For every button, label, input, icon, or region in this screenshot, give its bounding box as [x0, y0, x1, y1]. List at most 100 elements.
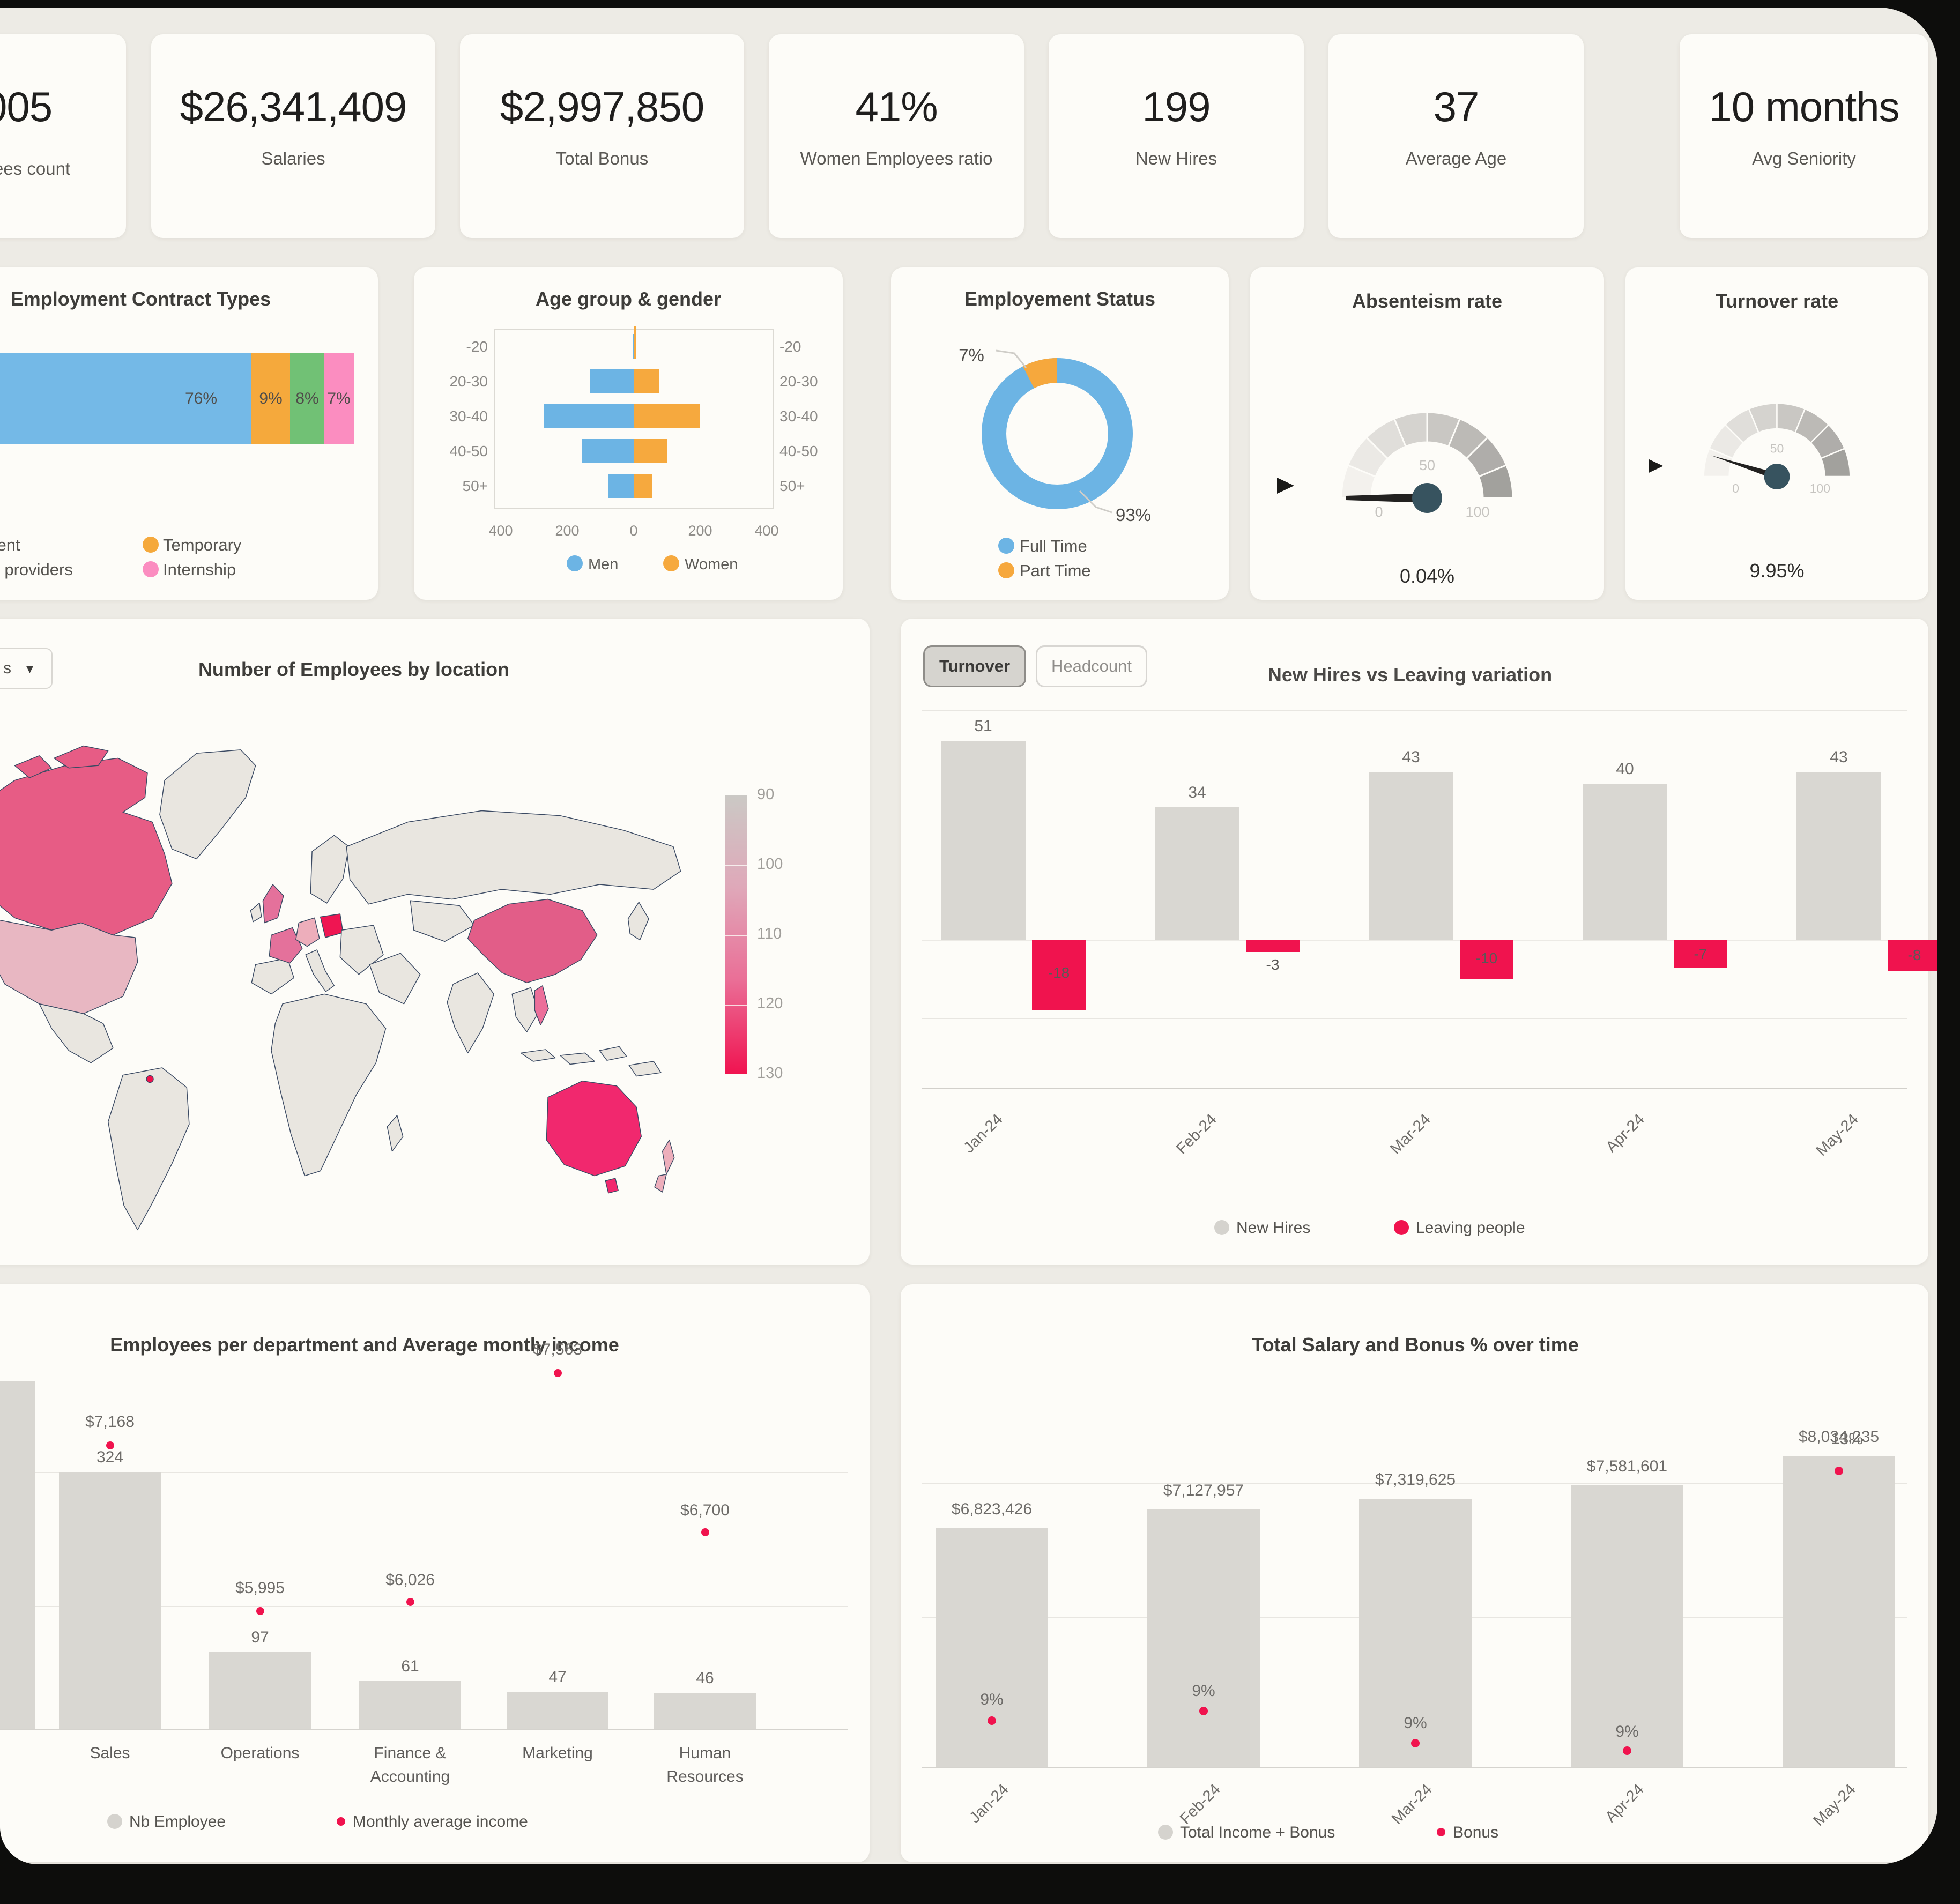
country-guiana-dot	[146, 1075, 154, 1083]
x-label: Feb-24	[1177, 1781, 1224, 1828]
legend-swatch-new-hires	[1214, 1220, 1229, 1235]
country-middle-east	[369, 953, 421, 1005]
income-point	[554, 1369, 562, 1377]
bonus-point	[988, 1716, 996, 1725]
segment-permanent	[0, 353, 251, 444]
legend-item-new-hires[interactable]: New Hires	[1236, 1219, 1311, 1237]
bar-leaving	[1246, 940, 1300, 952]
bar-employees	[359, 1681, 461, 1729]
country-vietnam	[534, 985, 549, 1025]
x-label: Resources	[666, 1768, 744, 1786]
country-russia	[346, 810, 681, 905]
country-greenland	[159, 749, 256, 860]
legend-swatch-total-income	[1158, 1825, 1173, 1840]
age-pyramid-chart: -20 20-30 30-40 40-50 50+ -20 20-30 30-4…	[449, 326, 818, 573]
legend-swatch-income	[337, 1817, 345, 1826]
chart-title: Total Salary and Bonus % over time	[1252, 1334, 1579, 1356]
income-label: $7,563	[533, 1341, 582, 1358]
scale-tick: 130	[757, 1065, 783, 1082]
gauge-needle	[1711, 455, 1778, 480]
bar-employees	[0, 1381, 35, 1729]
gauge-marker-icon	[1277, 478, 1294, 494]
bar-value: $6,823,426	[951, 1500, 1033, 1518]
bonus-label: 9%	[1615, 1723, 1639, 1741]
segment-label: 76%	[184, 390, 218, 407]
map-filter-dropdown[interactable]: s ▾	[0, 648, 53, 689]
legend-item-permanent[interactable]: Permanent	[0, 536, 20, 554]
legend-item-bonus[interactable]: Bonus	[1453, 1824, 1499, 1841]
gauge-needle	[1346, 493, 1427, 503]
legend-item-income[interactable]: Monthly average income	[353, 1813, 528, 1831]
chart-title: Absenteism rate	[1352, 290, 1503, 312]
gauge-tick-50: 50	[1770, 442, 1784, 456]
segment-label: 7%	[327, 390, 351, 407]
bar-value: 47	[548, 1668, 567, 1686]
turnover-tab-button[interactable]: Turnover	[923, 645, 1026, 687]
legend-item-internship[interactable]: Internship	[163, 560, 236, 579]
x-tick: 200	[555, 523, 579, 539]
dropdown-value: s	[3, 659, 11, 677]
country-indonesia-3	[599, 1046, 627, 1061]
row-label-right: 20-30	[779, 373, 818, 390]
legend-item-total-income[interactable]: Total Income + Bonus	[1180, 1824, 1335, 1841]
x-label: Finance &	[374, 1744, 447, 1762]
bar-new-hires	[1155, 807, 1239, 940]
bar-new-hires	[1583, 784, 1667, 940]
legend-swatch-part-time	[998, 562, 1014, 578]
legend-item-temporary[interactable]: Temporary	[163, 536, 242, 554]
world-choropleth-map[interactable]	[0, 699, 708, 1235]
bar-value-negative: -8	[1907, 947, 1921, 963]
legend-item-external-providers[interactable]: External providers	[0, 560, 73, 579]
country-indonesia-2	[560, 1052, 595, 1065]
gauge-hub	[1412, 483, 1442, 513]
kpi-card-salaries: $26,341,409 Salaries	[151, 34, 435, 238]
bar-value: 97	[251, 1628, 269, 1646]
kpi-value: $26,341,409	[180, 83, 407, 130]
bar-new-hires	[941, 741, 1026, 940]
slice-label-part-time: 7%	[959, 345, 984, 365]
gauge-chart: 0 50 100	[1277, 411, 1514, 520]
x-label: Human	[679, 1744, 731, 1762]
segment-external	[290, 353, 324, 444]
legend-swatch-leaving	[1394, 1220, 1409, 1235]
absenteism-gauge-card: Absenteism rate 0 50 100 0.04%	[1250, 267, 1604, 600]
legend-item-women[interactable]: Women	[685, 556, 738, 573]
legend-item-nb-employee[interactable]: Nb Employee	[129, 1813, 226, 1831]
row-label: 50+	[463, 478, 488, 494]
legend-item-leaving[interactable]: Leaving people	[1416, 1219, 1525, 1237]
bar-salary	[1359, 1499, 1472, 1767]
country-usa	[0, 919, 138, 1014]
bonus-label-overlapping: 13%	[1830, 1430, 1864, 1448]
chart-title: Employement Status	[964, 288, 1156, 310]
headcount-tab-button[interactable]: Headcount	[1036, 645, 1147, 687]
country-poland	[320, 913, 344, 938]
legend-item-part-time[interactable]: Part Time	[1020, 561, 1091, 580]
kpi-value: 10 months	[1709, 83, 1899, 130]
chart-title: Employees per department and Average mon…	[110, 1334, 619, 1356]
kpi-card-avg-seniority: 10 months Avg Seniority	[1680, 34, 1928, 238]
legend-swatch-nb-employee	[107, 1814, 122, 1829]
x-label: Jan-24	[966, 1781, 1012, 1827]
dashboard-canvas: 1,005 Employees count $26,341,409 Salari…	[0, 8, 1937, 1864]
bar-value: $8,034,235	[1798, 1428, 1880, 1446]
kpi-card-average-age: 37 Average Age	[1328, 34, 1584, 238]
bar-value-negative: -18	[1048, 964, 1070, 981]
country-south-america	[107, 1067, 190, 1231]
gauge-tick-100: 100	[1810, 481, 1831, 495]
kpi-label: New Hires	[1135, 148, 1217, 168]
country-madagascar	[387, 1115, 404, 1152]
kpi-card-employees-count: 1,005 Employees count	[0, 34, 126, 238]
legend-item-men[interactable]: Men	[588, 556, 618, 573]
x-label: Sales	[90, 1744, 130, 1762]
slice-label-full-time: 93%	[1116, 505, 1151, 525]
row-label: 20-30	[449, 373, 488, 390]
chart-title: New Hires vs Leaving variation	[1267, 664, 1553, 686]
legend-item-full-time[interactable]: Full Time	[1020, 537, 1087, 555]
kpi-card-new-hires: 199 New Hires	[1049, 34, 1304, 238]
segment-label: 9%	[259, 390, 283, 407]
row-label: -20	[466, 338, 488, 355]
segment-temporary	[251, 353, 290, 444]
kpi-value: 199	[1142, 83, 1211, 130]
bar-value: 40	[1616, 760, 1634, 778]
x-label: Jan-24	[960, 1111, 1006, 1157]
